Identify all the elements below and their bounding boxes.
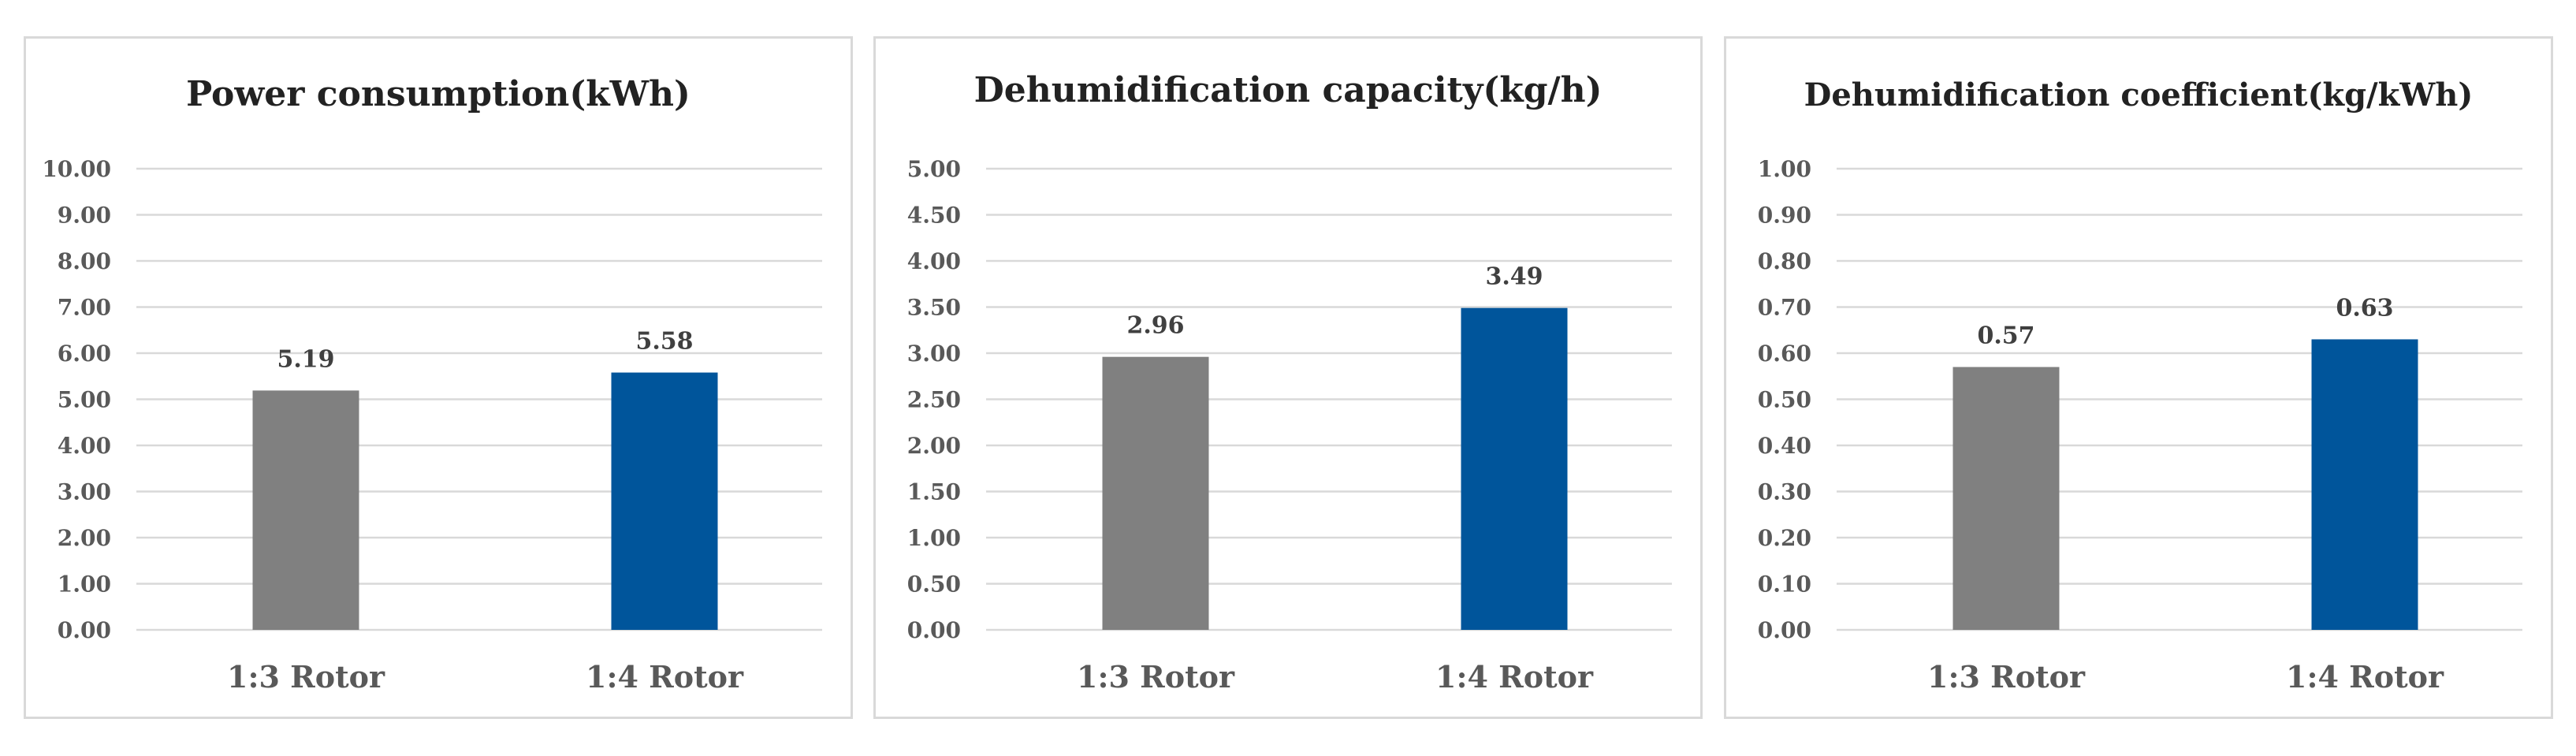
y-tick-label: 1.00 — [1758, 156, 1811, 182]
y-tick-label: 0.70 — [1758, 295, 1811, 321]
y-tick-label: 0.10 — [1758, 572, 1811, 598]
y-tick-label: 3.50 — [907, 295, 961, 321]
y-tick-label: 4.00 — [907, 248, 961, 274]
data-label: 5.19 — [277, 345, 334, 373]
data-label: 0.57 — [1977, 322, 2034, 350]
y-tick-label: 0.90 — [1758, 203, 1811, 229]
y-tick-label: 8.00 — [58, 248, 111, 274]
y-tick-label: 4.00 — [58, 433, 111, 459]
data-label: 0.63 — [2336, 294, 2393, 322]
bar-rotor-1-3 — [1952, 367, 2060, 630]
y-tick-label: 0.00 — [907, 617, 961, 643]
bar-rotor-1-3 — [1102, 356, 1209, 630]
bar-rotor-1-4 — [2311, 339, 2418, 630]
y-tick-label: 0.50 — [907, 572, 961, 598]
chart-title: Power consumption(kWh) — [186, 74, 691, 114]
chart-svg: Dehumidification capacity(kg/h) 0.00 0.50… — [907, 70, 1672, 695]
chart-panel-dehumidification-coefficient: Dehumidification coefficient(kg/kWh) 0.0… — [1724, 36, 2553, 719]
y-tick-label: 2.50 — [907, 387, 961, 413]
chart-svg: Power consumption(kWh) 0.00 1.00 2.00 3.00 4… — [42, 74, 822, 695]
y-tick-label: 3.00 — [58, 479, 111, 505]
y-tick-label: 2.00 — [58, 525, 111, 551]
x-category-label: 1:3 Rotor — [1927, 659, 2086, 695]
data-label: 2.96 — [1126, 312, 1184, 340]
y-tick-label: 6.00 — [58, 341, 111, 367]
y-tick-label: 0.40 — [1758, 433, 1811, 459]
chart-svg: Dehumidification coefficient(kg/kWh) 0.0… — [1758, 76, 2522, 695]
y-tick-label: 5.00 — [58, 387, 111, 413]
y-tick-label: 0.30 — [1758, 479, 1811, 505]
y-tick-label: 1.00 — [907, 525, 961, 551]
y-tick-label: 10.00 — [42, 156, 111, 182]
x-category-label: 1:3 Rotor — [227, 659, 385, 695]
y-tick-label: 4.50 — [907, 203, 961, 229]
data-label: 3.49 — [1485, 263, 1543, 291]
y-tick-label: 0.80 — [1758, 248, 1811, 274]
chart-panel-power-consumption: Power consumption(kWh) 0.00 1.00 2.00 3.00 4… — [24, 36, 853, 719]
chart-panel-dehumidification-capacity: Dehumidification capacity(kg/h) 0.00 0.50… — [873, 36, 1703, 719]
x-category-label: 1:4 Rotor — [2286, 659, 2444, 695]
y-tick-label: 0.20 — [1758, 525, 1811, 551]
data-label: 5.58 — [635, 328, 693, 356]
bar-rotor-1-4 — [1461, 307, 1568, 630]
y-tick-label: 5.00 — [907, 156, 961, 182]
y-tick-label: 2.00 — [907, 433, 961, 459]
y-tick-label: 3.00 — [907, 341, 961, 367]
y-tick-label: 0.00 — [1758, 617, 1811, 643]
x-category-label: 1:4 Rotor — [586, 659, 744, 695]
y-tick-label: 7.00 — [58, 295, 111, 321]
y-tick-label: 9.00 — [58, 203, 111, 229]
x-category-label: 1:3 Rotor — [1077, 659, 1235, 695]
y-tick-label: 1.00 — [58, 572, 111, 598]
y-tick-label: 0.00 — [58, 617, 111, 643]
bar-rotor-1-3 — [252, 390, 359, 630]
bar-rotor-1-4 — [611, 372, 718, 630]
x-category-label: 1:4 Rotor — [1435, 659, 1594, 695]
y-tick-label: 0.60 — [1758, 341, 1811, 367]
chart-title: Dehumidification capacity(kg/h) — [974, 70, 1603, 110]
chart-title: Dehumidification coefficient(kg/kWh) — [1804, 76, 2474, 114]
y-tick-label: 0.50 — [1758, 387, 1811, 413]
y-tick-label: 1.50 — [907, 479, 961, 505]
